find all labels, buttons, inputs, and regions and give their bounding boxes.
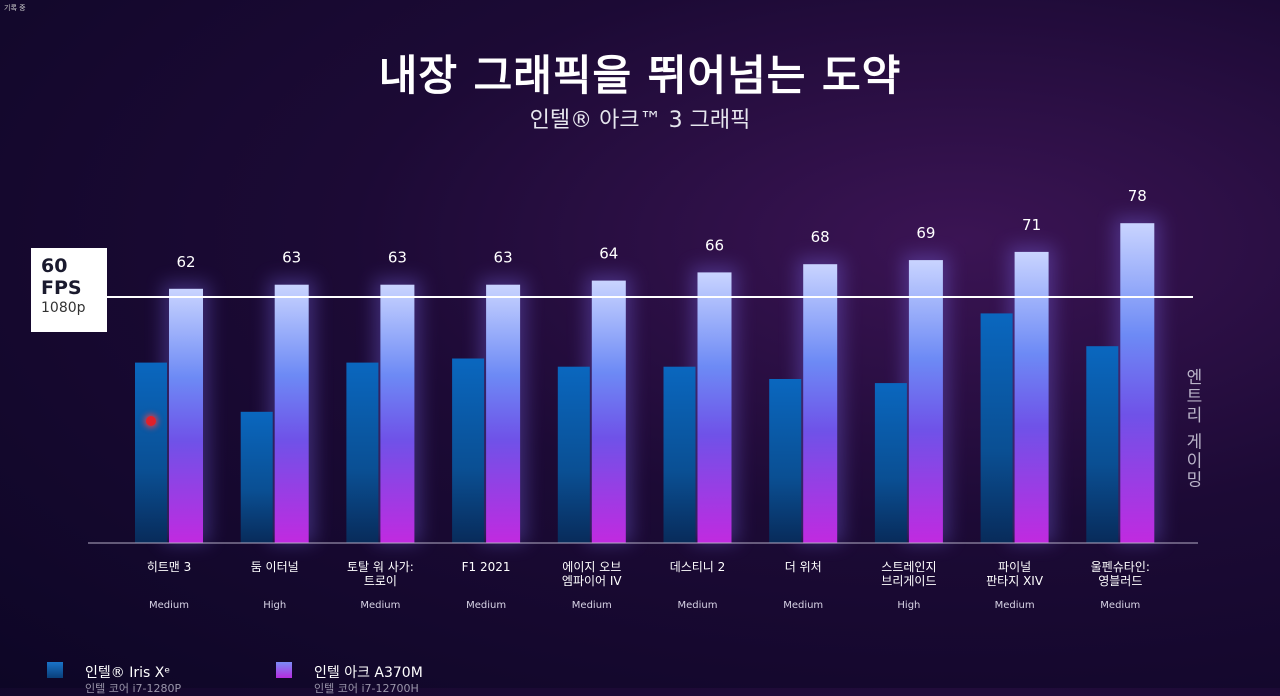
category-label: 더 위처 [785, 560, 822, 574]
reference-value: 60 [41, 255, 68, 277]
category-label: 파이널 [998, 560, 1031, 574]
category-label: 엠파이어 IV [562, 574, 623, 588]
bar-iris-xe [1086, 346, 1119, 543]
legend-label-arc: 인텔 아크 A370M [314, 665, 423, 681]
bar-arc-a370m [274, 284, 309, 543]
data-label-arc: 68 [811, 228, 830, 246]
chart-title: 내장 그래픽을 뛰어넘는 도약 [378, 51, 902, 100]
legend-note-iris: 인텔 코어 i7-1280P [85, 682, 182, 695]
category-label: 스트레인지 [881, 560, 936, 574]
legend-label-iris: 인텔® Iris Xᵉ [85, 665, 171, 681]
category-label: 둠 이터널 [251, 560, 299, 574]
reference-resolution: 1080p [41, 300, 86, 316]
category-label: 브리게이드 [881, 574, 936, 588]
bar-arc-a370m [380, 284, 415, 543]
category-label: 토탈 워 사가: [347, 560, 414, 574]
cursor-dot [146, 416, 156, 426]
bar-arc-a370m [169, 288, 203, 543]
data-label-arc: 78 [1128, 187, 1147, 205]
settings-label: Medium [1100, 600, 1140, 611]
category-label: F1 2021 [462, 560, 511, 574]
bar-arc-a370m [697, 272, 732, 543]
data-label-arc: 63 [494, 249, 513, 267]
bar-iris-xe [663, 366, 696, 543]
settings-label: High [897, 600, 920, 611]
reference-line-label: 60 FPS 1080p [31, 248, 107, 332]
bar-iris-xe [452, 358, 485, 543]
bar-arc-a370m [1120, 223, 1155, 543]
bar-iris-xe [346, 362, 379, 543]
settings-label: Medium [995, 600, 1035, 611]
bar-arc-a370m [1014, 251, 1049, 543]
settings-label: Medium [466, 600, 506, 611]
data-label-arc: 63 [388, 249, 407, 267]
bar-iris-xe [874, 383, 907, 543]
bar-arc-a370m [803, 264, 838, 543]
bar-arc-a370m [486, 284, 521, 543]
legend-swatch-iris [47, 662, 63, 678]
bar-arc-a370m [908, 260, 943, 543]
data-label-arc: 69 [916, 224, 935, 242]
settings-label: Medium [783, 600, 823, 611]
legend-swatch-arc [276, 662, 292, 678]
data-label-arc: 71 [1022, 216, 1041, 234]
legend-note-arc: 인텔 코어 i7-12700H [314, 682, 419, 695]
side-note: 엔트리 게이밍 [1182, 368, 1202, 490]
settings-label: Medium [149, 600, 189, 611]
bar-arc-a370m [591, 280, 626, 543]
settings-label: Medium [360, 600, 400, 611]
category-label: 영블러드 [1098, 574, 1142, 588]
settings-label: Medium [678, 600, 718, 611]
category-label: 트로이 [364, 574, 397, 588]
settings-label: High [263, 600, 286, 611]
bar-iris-xe [980, 313, 1013, 543]
bar-iris-xe [557, 366, 590, 543]
category-label: 판타지 XIV [986, 574, 1044, 588]
data-label-arc: 66 [705, 236, 724, 254]
category-label: 히트맨 3 [147, 560, 192, 574]
data-label-arc: 63 [282, 249, 301, 267]
bar-iris-xe [135, 362, 167, 543]
reference-unit: FPS [41, 277, 82, 299]
settings-label: Medium [572, 600, 612, 611]
bar-iris-xe [240, 411, 273, 543]
category-label: 데스티니 2 [670, 560, 726, 574]
bar-iris-xe [769, 379, 802, 543]
data-label-arc: 64 [599, 245, 618, 263]
recording-label: 기록 중 [4, 4, 26, 12]
category-label: 에이지 오브 [562, 560, 621, 574]
category-label: 울펜슈타인: [1091, 560, 1150, 574]
data-label-arc: 62 [176, 253, 195, 271]
chart-subtitle: 인텔® 아크™ 3 그래픽 [529, 108, 751, 133]
